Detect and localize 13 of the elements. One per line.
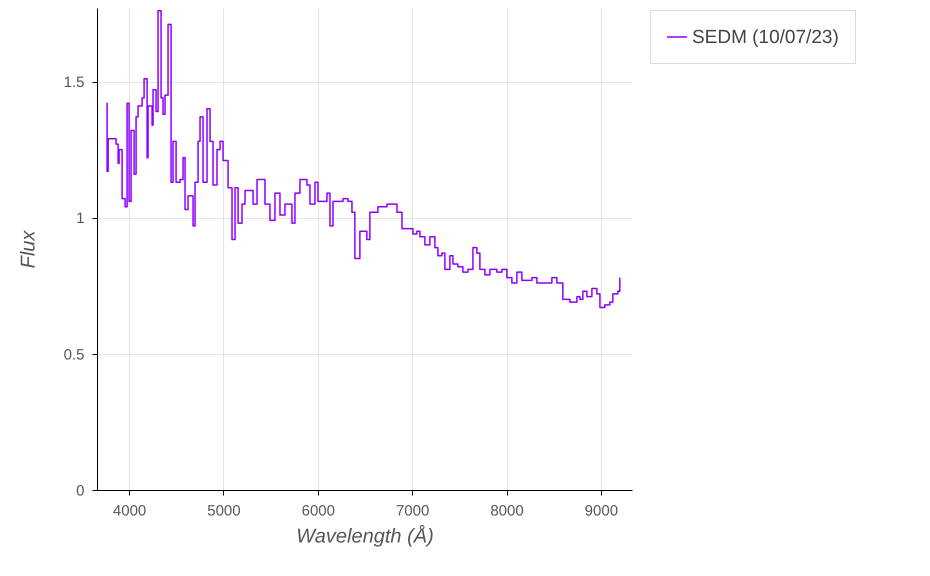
x-tick-label: 6000	[302, 502, 335, 520]
y-tick-label: 1.5	[64, 74, 84, 92]
y-tick-label: 0.5	[64, 346, 84, 364]
x-axis-title: Wavelength (Å)	[296, 524, 434, 548]
y-tick-label: 1	[76, 210, 84, 228]
x-tick-label: 7000	[396, 502, 430, 520]
y-axis-title: Flux	[18, 230, 40, 268]
legend-label: SEDM (10/07/23)	[692, 27, 839, 48]
x-tick-label: 5000	[207, 502, 241, 520]
x-tick-label: 9000	[584, 502, 618, 520]
x-tick-label: 4000	[112, 502, 146, 520]
x-tick-label: 8000	[490, 502, 524, 520]
y-tick-label: 0	[76, 482, 84, 500]
